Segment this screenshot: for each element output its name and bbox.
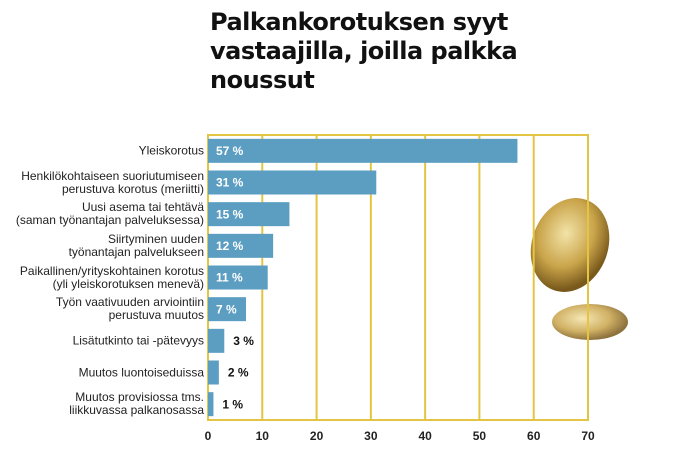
coin [530,198,610,292]
bar [208,265,268,290]
coin [552,304,628,340]
bar [208,392,214,417]
x-tick-label: 70 [581,429,595,443]
value-label: 31 % [216,176,244,190]
bar [208,297,246,322]
value-label: 15 % [216,207,244,221]
category-label: Uusi asema tai tehtävä (saman työnantaja… [15,200,204,228]
x-tick-label: 0 [205,429,212,443]
category-label: Siirtyminen uuden työnantajan palvelukse… [68,231,204,259]
value-label: 11 % [216,271,243,285]
value-label: 1 % [222,397,243,411]
category-label: Paikallinen/yrityskohtainen korotus (yli… [19,263,204,291]
bar [208,138,518,163]
chart-title: Palkankorotuksen syyt vastaajilla, joill… [210,8,518,94]
x-tick-label: 10 [256,429,270,443]
x-tick-label: 50 [473,429,487,443]
x-tick-label: 60 [527,429,541,443]
value-label: 7 % [216,302,237,316]
category-label: Henkilökohtaiseen suoriutumiseen perustu… [21,168,204,196]
bar [208,328,225,353]
category-label: Työn vaativuuden arviointiin perustuva m… [55,295,204,323]
category-label: Muutos provisiossa tms. liikkuvassa palk… [69,390,204,418]
value-label: 57 % [216,144,244,158]
bar [208,202,290,227]
x-tick-label: 40 [418,429,432,443]
value-label: 3 % [233,334,254,348]
category-label: Yleiskorotus [138,143,204,158]
bar [208,360,219,385]
value-label: 2 % [228,366,249,380]
x-tick-label: 30 [364,429,378,443]
category-label: Lisätutkinto tai -pätevyys [72,333,204,348]
category-label: Muutos luontoiseduissa [78,365,204,379]
value-label: 12 % [216,239,244,253]
bar [208,170,377,195]
bar [208,233,274,258]
x-tick-label: 20 [310,429,324,443]
